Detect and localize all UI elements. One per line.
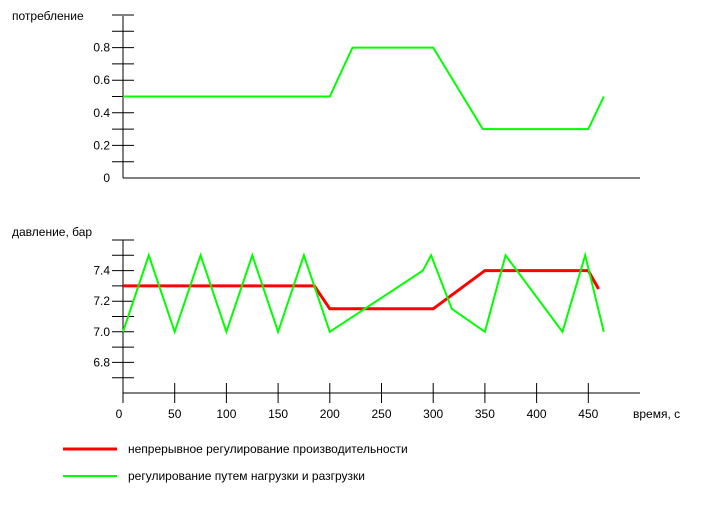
legend-label-1: непрерывное регулирование производительн… xyxy=(128,442,408,456)
chart-2-xtick-label: 250 xyxy=(371,407,391,421)
legend-label-2: регулирование путем нагрузки и разгрузки xyxy=(128,469,365,483)
chart-2-xtick-label: 350 xyxy=(475,407,495,421)
legend: непрерывное регулирование производительн… xyxy=(63,442,408,483)
chart-2: давление, бар 6.8 7.0 7.2 7.4 0 50 100 150 200 250… xyxy=(12,225,680,421)
chart-1: потребление 0 0.2 0.4 0.6 0.8 xyxy=(12,9,640,185)
chart-1-series-1-line xyxy=(123,46,605,131)
chart-2-ytick-label: 6.8 xyxy=(93,355,110,369)
chart-2-xtick-label: 150 xyxy=(268,407,288,421)
chart-2-xtick-label: 450 xyxy=(578,407,598,421)
chart-2-xtick-label: 50 xyxy=(168,407,182,421)
chart-1-ytick-label: 0 xyxy=(103,171,110,185)
chart-2-ytick-label: 7.0 xyxy=(93,325,110,339)
chart-1-ytick-label: 0.6 xyxy=(93,73,110,87)
chart-2-xtick-label: 200 xyxy=(320,407,340,421)
chart-1-ylabel: потребление xyxy=(12,9,84,23)
chart-2-series-2-line xyxy=(122,251,605,335)
chart-2-xtick-label: 0 xyxy=(116,407,123,421)
chart-2-ytick-label: 7.4 xyxy=(93,264,110,278)
chart-2-ytick-label: 7.2 xyxy=(93,294,110,308)
chart-1-ytick-label: 0.8 xyxy=(93,41,110,55)
chart-2-xtick-label: 400 xyxy=(527,407,547,421)
chart-2-ylabel: давление, бар xyxy=(12,225,92,239)
chart-1-ytick-label: 0.4 xyxy=(93,106,110,120)
chart-2-xtick-label: 100 xyxy=(216,407,236,421)
chart-2-xlabel: время, с xyxy=(633,407,680,421)
chart-1-ytick-label: 0.2 xyxy=(93,138,110,152)
chart-2-xtick-label: 300 xyxy=(423,407,443,421)
